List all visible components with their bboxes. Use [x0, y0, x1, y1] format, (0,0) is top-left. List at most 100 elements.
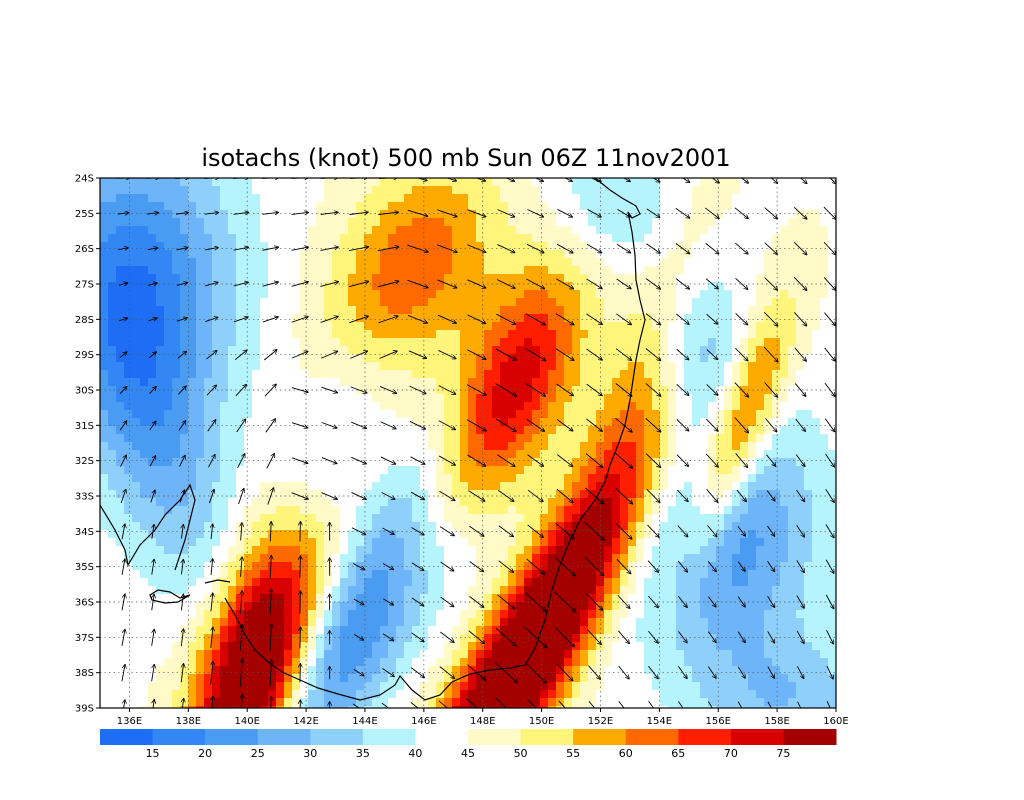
field-cell [580, 434, 589, 443]
field-cell [812, 410, 821, 419]
field-cell [220, 410, 229, 419]
field-cell [132, 418, 141, 427]
field-cell [820, 418, 829, 427]
field-cell [636, 218, 645, 227]
field-cell [180, 602, 189, 611]
field-cell [820, 386, 829, 395]
field-cell [676, 498, 685, 507]
field-cell [812, 202, 821, 211]
field-cell [404, 466, 413, 475]
field-cell [268, 610, 277, 619]
field-cell [700, 490, 709, 499]
field-cell [348, 290, 357, 299]
field-cell [316, 226, 325, 235]
field-cell [764, 570, 773, 579]
field-cell [156, 474, 165, 483]
field-cell [460, 418, 469, 427]
field-cell [108, 346, 117, 355]
field-cell [276, 418, 285, 427]
field-cell [420, 178, 429, 187]
field-cell [108, 530, 117, 539]
field-cell [108, 322, 117, 331]
field-cell [620, 586, 629, 595]
field-cell [276, 250, 285, 259]
field-cell [436, 186, 445, 195]
field-cell [772, 306, 781, 315]
field-cell [228, 346, 237, 355]
field-cell [196, 282, 205, 291]
field-cell [244, 562, 253, 571]
field-cell [212, 602, 221, 611]
field-cell [100, 266, 109, 275]
field-cell [812, 186, 821, 195]
field-cell [540, 178, 549, 187]
field-cell [740, 290, 749, 299]
field-cell [396, 370, 405, 379]
field-cell [260, 370, 269, 379]
field-cell [356, 322, 365, 331]
field-cell [228, 402, 237, 411]
field-cell [292, 290, 301, 299]
field-cell [652, 402, 661, 411]
field-cell [620, 498, 629, 507]
field-cell [148, 234, 157, 243]
field-cell [324, 194, 333, 203]
field-cell [644, 570, 653, 579]
field-cell [236, 242, 245, 251]
field-cell [796, 490, 805, 499]
field-cell [540, 266, 549, 275]
field-cell [788, 322, 797, 331]
field-cell [524, 442, 533, 451]
field-cell [188, 178, 197, 187]
field-cell [476, 202, 485, 211]
field-cell [388, 234, 397, 243]
field-cell [380, 322, 389, 331]
field-cell [708, 226, 717, 235]
field-cell [308, 546, 317, 555]
field-cell [540, 586, 549, 595]
field-cell [140, 234, 149, 243]
field-cell [276, 450, 285, 459]
field-cell [116, 434, 125, 443]
field-cell [356, 522, 365, 531]
field-cell [740, 554, 749, 563]
field-cell [108, 418, 117, 427]
field-cell [196, 458, 205, 467]
field-cell [164, 370, 173, 379]
field-cell [604, 330, 613, 339]
field-cell [372, 306, 381, 315]
field-cell [348, 514, 357, 523]
field-cell [540, 330, 549, 339]
field-cell [628, 546, 637, 555]
field-cell [660, 538, 669, 547]
field-cell [724, 298, 733, 307]
field-cell [724, 522, 733, 531]
field-cell [684, 498, 693, 507]
field-cell [780, 178, 789, 187]
field-cell [316, 362, 325, 371]
field-cell [628, 594, 637, 603]
field-cell [204, 410, 213, 419]
field-cell [828, 514, 836, 523]
field-cell [732, 482, 741, 491]
field-cell [388, 402, 397, 411]
field-cell [452, 274, 461, 283]
field-cell [228, 266, 237, 275]
field-cell [396, 282, 405, 291]
field-cell [708, 410, 717, 419]
field-cell [764, 194, 773, 203]
field-cell [308, 570, 317, 579]
field-cell [172, 402, 181, 411]
field-cell [100, 610, 109, 619]
field-cell [708, 282, 717, 291]
field-cell [172, 474, 181, 483]
field-cell [100, 546, 109, 555]
field-cell [172, 586, 181, 595]
field-cell [572, 186, 581, 195]
field-cell [324, 226, 333, 235]
field-cell [788, 202, 797, 211]
field-cell [436, 410, 445, 419]
field-cell [692, 466, 701, 475]
field-cell [556, 370, 565, 379]
field-cell [500, 298, 509, 307]
